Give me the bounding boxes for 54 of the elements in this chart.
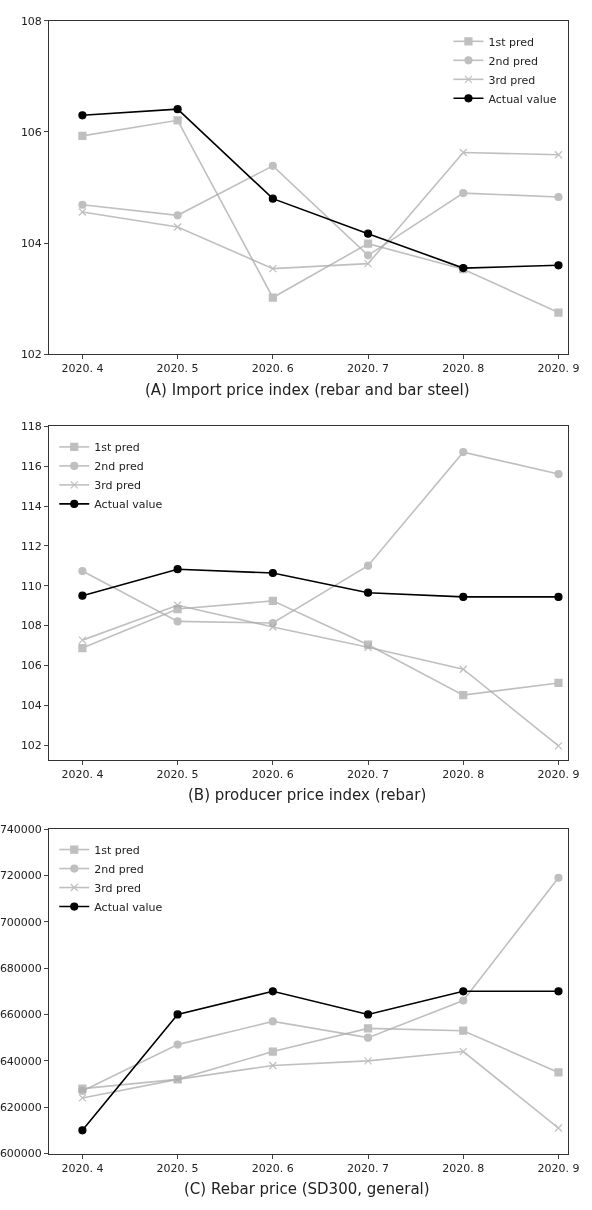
y-tick-label: 108 xyxy=(20,14,42,28)
x-tick-label: 2020. 6 xyxy=(251,362,294,376)
legend-label: 3rd pred xyxy=(94,881,142,895)
x-tick-label: 2020. 8 xyxy=(442,768,485,782)
x-tick-label: 2020. 9 xyxy=(537,768,580,782)
y-tick-label: 104 xyxy=(20,699,42,713)
legend-label: 3rd pred xyxy=(94,479,142,493)
y-tick-label: 660000 xyxy=(0,1008,42,1022)
x-tick-label: 2020. 7 xyxy=(347,768,390,782)
y-tick-label: 104 xyxy=(20,236,42,250)
legend-label: Actual value xyxy=(488,92,557,106)
y-tick-label: 106 xyxy=(20,659,42,673)
legend-label: 2nd pred xyxy=(488,54,538,68)
x-tick-label: 2020. 5 xyxy=(156,362,199,376)
x-tick-label: 2020. 8 xyxy=(442,1161,485,1175)
y-tick-label: 118 xyxy=(20,420,42,434)
text: (A) Import price index (rebar and bar steel) xyxy=(145,381,470,399)
legend-label: Actual value xyxy=(94,900,163,914)
y-tick-label: 600000 xyxy=(0,1147,42,1161)
x-tick-label: 2020. 5 xyxy=(156,768,199,782)
y-tick-label: 620000 xyxy=(0,1101,42,1115)
y-tick-label: 102 xyxy=(20,348,42,362)
legend-label: 2nd pred xyxy=(94,862,144,876)
legend-label: 1st pred xyxy=(94,441,140,455)
x-tick-label: 2020. 6 xyxy=(251,1161,294,1175)
x-tick-label: 2020. 7 xyxy=(347,1161,390,1175)
x-tick-label: 2020. 4 xyxy=(61,1161,104,1175)
legend-label: Actual value xyxy=(94,498,163,512)
y-tick-label: 116 xyxy=(20,460,42,474)
x-tick-label: 2020. 4 xyxy=(61,768,104,782)
x-tick-label: 2020. 8 xyxy=(442,362,485,376)
y-tick-label: 700000 xyxy=(0,915,42,929)
y-tick-label: 740000 xyxy=(0,822,42,836)
y-tick-label: 102 xyxy=(20,738,42,752)
y-tick-label: 112 xyxy=(20,539,42,553)
y-tick-label: 680000 xyxy=(0,961,42,975)
y-tick-label: 640000 xyxy=(0,1054,42,1068)
x-tick-label: 2020. 5 xyxy=(156,1161,199,1175)
legend-label: 3rd pred xyxy=(488,73,536,87)
y-tick-label: 720000 xyxy=(0,869,42,883)
y-tick-label: 108 xyxy=(20,619,42,633)
x-tick-label: 2020. 7 xyxy=(347,362,390,376)
x-tick-label: 2020. 6 xyxy=(251,768,294,782)
y-tick-label: 114 xyxy=(20,499,42,513)
x-tick-label: 2020. 9 xyxy=(537,1161,580,1175)
legend-label: 2nd pred xyxy=(94,460,144,474)
x-tick-label: 2020. 4 xyxy=(61,362,104,376)
y-tick-label: 110 xyxy=(20,579,42,593)
legend-label: 1st pred xyxy=(488,35,535,49)
x-tick-label: 2020. 9 xyxy=(537,362,580,376)
text: (B) producer price index (rebar) xyxy=(188,786,427,804)
legend-label: 1st pred xyxy=(94,843,140,857)
text: (C) Rebar price (SD300, general) xyxy=(184,1180,430,1198)
y-tick-label: 106 xyxy=(20,125,42,139)
